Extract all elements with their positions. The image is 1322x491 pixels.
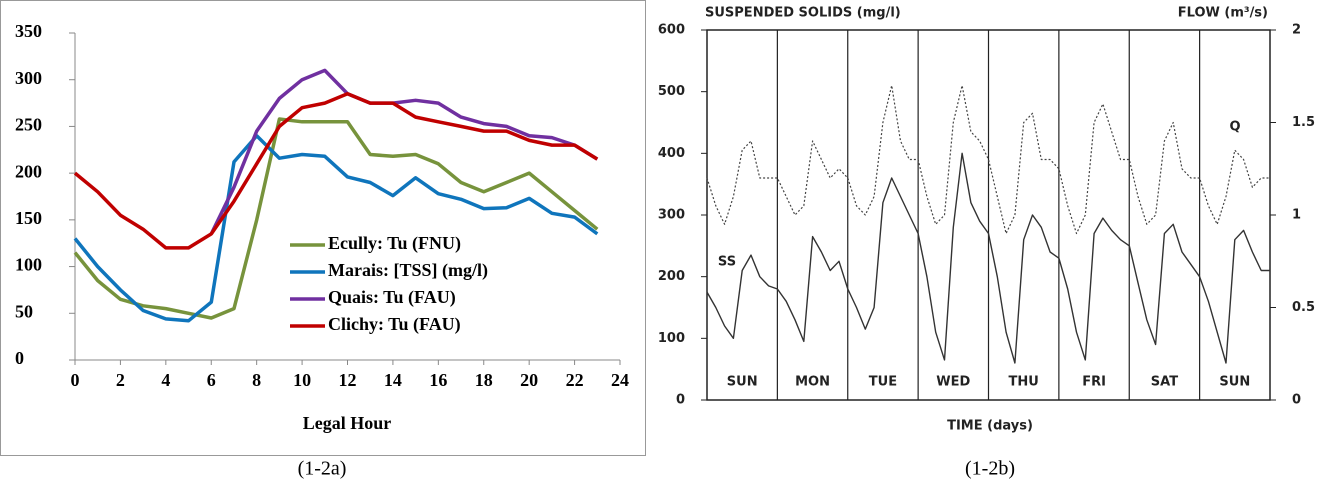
series-line [706, 152, 1270, 364]
series-annotation: Q [1229, 120, 1240, 135]
y-tick-label: 0 [676, 393, 685, 408]
series-line [706, 84, 1270, 235]
y2-tick-label: 1.5 [1292, 115, 1315, 130]
y-tick-label: 100 [658, 331, 685, 346]
series-line [73, 117, 599, 320]
y-tick-label: 250 [15, 115, 42, 135]
y-tick-label: 200 [658, 269, 685, 284]
x-tick-label: 10 [293, 370, 311, 390]
y2-tick-label: 0.5 [1292, 300, 1315, 315]
y-axis-label: SUSPENDED SOLIDS (mg/l) [705, 6, 901, 21]
legend-label: Quais: Tu (FAU) [328, 287, 456, 308]
y-tick-label: 100 [15, 255, 42, 275]
x-tick-label: 24 [611, 370, 629, 390]
series-line [209, 68, 599, 235]
day-label: TUE [869, 375, 897, 390]
day-label: SAT [1151, 375, 1178, 390]
y2-tick-label: 0 [1292, 393, 1301, 408]
chart-frame [0, 0, 646, 456]
y-tick-label: 400 [658, 146, 685, 161]
x-tick-label: 20 [520, 370, 538, 390]
y-tick-label: 200 [15, 161, 42, 181]
y-tick-label: 0 [15, 348, 24, 368]
day-label: FRI [1082, 375, 1106, 390]
day-label: SUN [1219, 375, 1250, 390]
day-label: WED [936, 375, 970, 390]
y-tick-label: 50 [15, 301, 33, 321]
y2-tick-label: 2 [1292, 23, 1301, 38]
y-tick-label: 600 [658, 23, 685, 38]
legend-label: Clichy: Tu (FAU) [328, 314, 461, 335]
series-annotation: SS [718, 255, 736, 270]
y2-axis-label: FLOW (m³/s) [1178, 6, 1268, 21]
x-tick-label: 22 [566, 370, 584, 390]
x-tick-label: 12 [339, 370, 357, 390]
caption: (1-2a) [298, 458, 347, 480]
day-label: MON [795, 375, 830, 390]
y-tick-label: 150 [15, 208, 42, 228]
y-tick-label: 300 [658, 208, 685, 223]
x-axis-label: TIME (days) [947, 419, 1033, 434]
legend-label: Marais: [TSS] (mg/l) [328, 260, 488, 281]
series-line [73, 134, 599, 323]
x-tick-label: 2 [116, 370, 125, 390]
y-tick-label: 350 [15, 21, 42, 41]
y2-tick-label: 1 [1292, 208, 1301, 223]
day-label: THU [1009, 375, 1039, 390]
x-tick-label: 18 [475, 370, 493, 390]
caption: (1-2b) [965, 458, 1015, 480]
legend-label: Ecully: Tu (FNU) [328, 233, 461, 254]
x-tick-label: 16 [429, 370, 447, 390]
x-tick-label: 6 [207, 370, 216, 390]
x-tick-label: 0 [71, 370, 80, 390]
series-line [73, 91, 599, 250]
y-tick-label: 500 [658, 84, 685, 99]
y-tick-label: 300 [15, 68, 42, 88]
x-tick-label: 14 [384, 370, 402, 390]
x-tick-label: 4 [161, 370, 170, 390]
x-axis-label: Legal Hour [303, 413, 392, 433]
day-label: SUN [727, 375, 758, 390]
x-tick-label: 8 [252, 370, 261, 390]
